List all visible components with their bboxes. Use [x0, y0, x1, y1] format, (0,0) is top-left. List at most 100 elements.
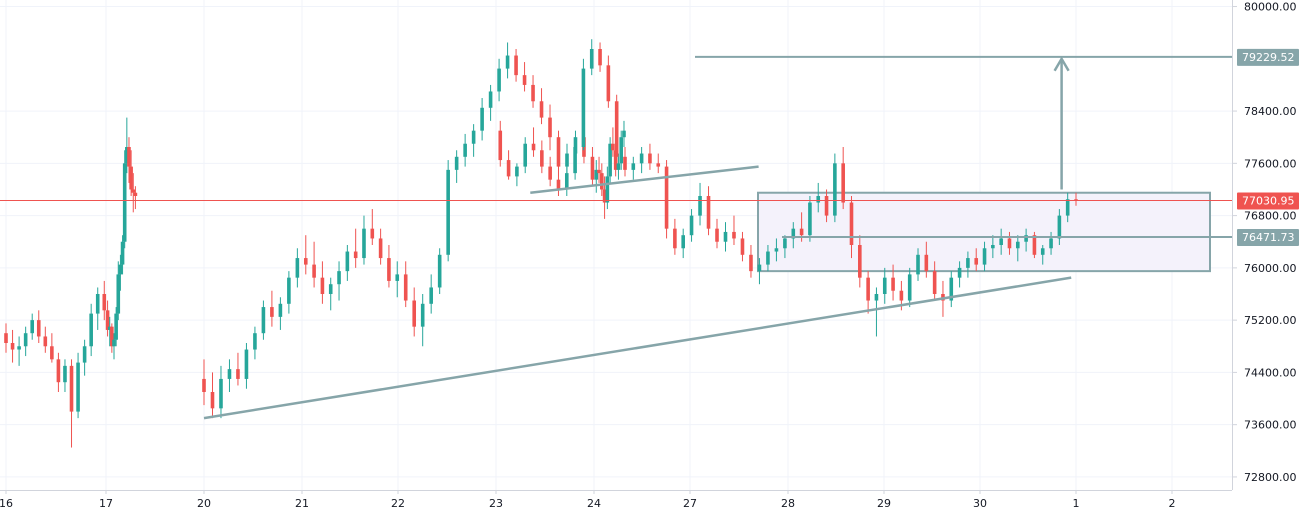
candle-body: [590, 156, 595, 180]
candle-body: [531, 84, 535, 102]
time-tick-label: 17: [99, 497, 113, 510]
price-axis-bg: [1232, 0, 1302, 514]
candle-body: [581, 68, 586, 147]
candle-body: [303, 258, 308, 265]
price-tick-label: 72800.00: [1244, 471, 1297, 484]
candle-body: [10, 343, 15, 350]
candle-body: [523, 143, 528, 167]
candle-body: [597, 169, 601, 174]
candle-body: [116, 274, 121, 314]
candle-body: [312, 264, 316, 278]
candle-body: [749, 254, 753, 272]
time-tick-label: 30: [973, 497, 987, 510]
candle-body: [866, 277, 870, 301]
candle-body: [891, 277, 895, 291]
candle-body: [540, 150, 544, 167]
candle-body: [874, 294, 879, 301]
candle-body: [602, 189, 607, 203]
candle-body: [664, 166, 669, 229]
time-axis[interactable]: 16 17 20 21 22 23 24 27 28 29 30 1 2: [0, 490, 1232, 514]
price-label-current-bg: [1237, 192, 1299, 210]
candle-body: [556, 179, 561, 190]
candle-body: [698, 196, 702, 216]
candle-body: [412, 300, 417, 327]
candle-body: [253, 333, 257, 350]
candle-body: [43, 336, 48, 347]
candle-body: [631, 163, 636, 170]
candle-body: [673, 228, 677, 249]
price-tick-label: 75200.00: [1244, 314, 1297, 327]
price-axis[interactable]: 80000.00 78400.00 77600.00 76800.00 76000.00…: [1232, 0, 1302, 514]
candle-body: [600, 173, 604, 190]
candle-body: [783, 238, 787, 249]
candle-body: [715, 228, 719, 242]
candle-body: [488, 91, 493, 108]
candle-body: [219, 378, 223, 409]
price-label-target: 79229.52: [1242, 51, 1295, 64]
candle-body: [531, 143, 536, 151]
time-tick-label: 23: [489, 497, 503, 510]
candle-body: [50, 346, 54, 360]
candle-body: [515, 166, 519, 177]
candle-body: [295, 258, 300, 278]
candle-body: [125, 147, 129, 164]
candle-body: [36, 320, 41, 337]
candle-body: [437, 254, 442, 288]
candle-body: [4, 333, 8, 343]
candle-body: [261, 307, 266, 334]
candle-body: [353, 251, 358, 259]
candle-body: [1015, 241, 1020, 249]
candle-body: [129, 166, 133, 190]
candle-body: [849, 202, 854, 245]
candle-body: [420, 303, 425, 327]
candle-body: [623, 156, 627, 170]
price-tick-label: 73600.00: [1244, 419, 1297, 432]
trendline[interactable]: [203, 276, 1072, 420]
candle-body: [127, 147, 131, 167]
drawings[interactable]: [0, 55, 1240, 420]
time-tick-label: 22: [391, 497, 405, 510]
candle-body: [370, 228, 375, 239]
candle-body: [858, 245, 862, 278]
candle-body: [82, 346, 87, 363]
candle-body: [1032, 235, 1037, 255]
candle-body: [616, 163, 621, 170]
candle-body: [740, 238, 745, 255]
price-label-support: 76471.73: [1242, 231, 1295, 244]
candle-body: [122, 163, 127, 242]
time-tick-label: 29: [877, 497, 891, 510]
candle-body: [573, 147, 577, 174]
candle-body: [387, 258, 391, 281]
candles: [4, 39, 1078, 448]
candle-body: [766, 251, 770, 265]
candle-body: [757, 264, 762, 272]
candle-body: [446, 169, 450, 255]
time-tick-label: 24: [587, 497, 601, 510]
candle-body: [506, 160, 511, 177]
candle-body: [907, 274, 912, 301]
candle-body: [105, 310, 110, 330]
trendline[interactable]: [530, 165, 759, 194]
price-label-target-bg: [1237, 48, 1299, 66]
candle-body: [774, 248, 779, 252]
candle-body: [337, 271, 341, 285]
candle-body: [120, 241, 125, 265]
candle-body: [1007, 238, 1012, 249]
candle-body: [924, 254, 929, 272]
candle-body: [966, 258, 970, 268]
candle-body: [606, 65, 611, 102]
candle-body: [23, 333, 28, 347]
candle-body: [471, 130, 476, 144]
candle-body: [345, 251, 350, 272]
candle-body: [732, 231, 736, 239]
candle-body: [681, 235, 685, 249]
candle-body: [957, 267, 962, 278]
candle-body: [598, 49, 602, 66]
candle-body: [328, 284, 333, 294]
candle-body: [565, 153, 569, 167]
candle-body: [102, 294, 107, 311]
candle-body: [999, 238, 1003, 245]
candle-body: [689, 215, 694, 236]
